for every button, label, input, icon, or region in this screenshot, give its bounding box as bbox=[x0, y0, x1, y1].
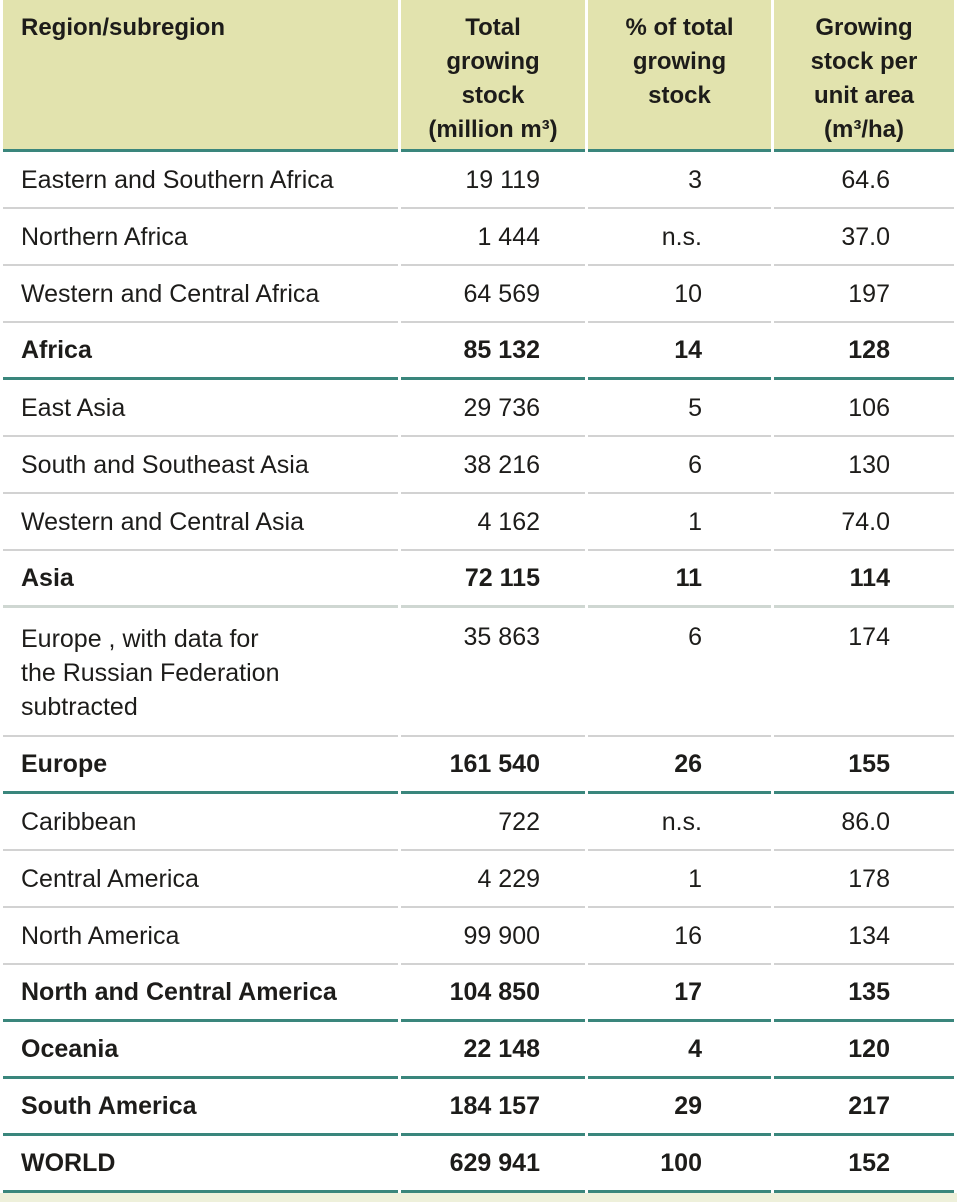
cell-region: South America bbox=[3, 1079, 398, 1136]
cell-region: Oceania bbox=[3, 1022, 398, 1079]
cell-region: Europe , with data for the Russian Feder… bbox=[3, 608, 398, 737]
cell-per-area: 128 bbox=[774, 323, 954, 380]
cell-pct: 1 bbox=[588, 851, 771, 908]
cell-pct: 14 bbox=[588, 323, 771, 380]
cell-per-area: 217 bbox=[774, 1079, 954, 1136]
cell-region: WORLD bbox=[3, 1136, 398, 1193]
cell-pct: 29 bbox=[588, 1079, 771, 1136]
cell-per-area: 135 bbox=[774, 965, 954, 1022]
cell-total: 64 569 bbox=[401, 266, 585, 323]
cell-total: 29 736 bbox=[401, 380, 585, 437]
table-body: Eastern and Southern Africa 19 119 3 64.6 No… bbox=[3, 152, 954, 1193]
cell-per-area: 197 bbox=[774, 266, 954, 323]
cell-region: Asia bbox=[3, 551, 398, 608]
cell-total: 161 540 bbox=[401, 737, 585, 794]
cell-region: East Asia bbox=[3, 380, 398, 437]
cell-pct: 16 bbox=[588, 908, 771, 965]
table-row: Central America 4 229 1 178 bbox=[3, 851, 954, 908]
table-row: Europe , with data for the Russian Feder… bbox=[3, 608, 954, 737]
header-row: Region/subregion Total growing stock (mi… bbox=[3, 0, 954, 152]
cell-region: Eastern and Southern Africa bbox=[3, 152, 398, 209]
column-header-total-growing-stock: Total growing stock (million m³) bbox=[401, 0, 585, 152]
table-row: Western and Central Asia 4 162 1 74.0 bbox=[3, 494, 954, 551]
table-row: Asia 72 115 11 114 bbox=[3, 551, 954, 608]
table-row: North and Central America 104 850 17 135 bbox=[3, 965, 954, 1022]
cell-total: 104 850 bbox=[401, 965, 585, 1022]
cell-per-area: 130 bbox=[774, 437, 954, 494]
table-row: Africa 85 132 14 128 bbox=[3, 323, 954, 380]
cell-per-area: 120 bbox=[774, 1022, 954, 1079]
table-row: Western and Central Africa 64 569 10 197 bbox=[3, 266, 954, 323]
column-header-growing-stock-per-unit-area: Growing stock per unit area (m³/ha) bbox=[774, 0, 954, 152]
cell-total: 72 115 bbox=[401, 551, 585, 608]
cell-total: 35 863 bbox=[401, 608, 585, 737]
cell-total: 22 148 bbox=[401, 1022, 585, 1079]
cell-pct: 6 bbox=[588, 608, 771, 737]
cell-total: 99 900 bbox=[401, 908, 585, 965]
cell-region: Caribbean bbox=[3, 794, 398, 851]
cell-pct: 5 bbox=[588, 380, 771, 437]
cell-per-area: 74.0 bbox=[774, 494, 954, 551]
cell-pct: 6 bbox=[588, 437, 771, 494]
cell-pct: 100 bbox=[588, 1136, 771, 1193]
cell-per-area: 64.6 bbox=[774, 152, 954, 209]
table-row: Oceania 22 148 4 120 bbox=[3, 1022, 954, 1079]
cell-per-area: 37.0 bbox=[774, 209, 954, 266]
cell-pct: n.s. bbox=[588, 794, 771, 851]
cell-total: 85 132 bbox=[401, 323, 585, 380]
cell-pct: 26 bbox=[588, 737, 771, 794]
cell-region: Western and Central Africa bbox=[3, 266, 398, 323]
cell-pct: 3 bbox=[588, 152, 771, 209]
cell-total: 722 bbox=[401, 794, 585, 851]
cell-region: North America bbox=[3, 908, 398, 965]
table-row: Caribbean 722 n.s. 86.0 bbox=[3, 794, 954, 851]
cell-pct: 11 bbox=[588, 551, 771, 608]
cell-per-area: 155 bbox=[774, 737, 954, 794]
cell-pct: 17 bbox=[588, 965, 771, 1022]
cell-pct: 4 bbox=[588, 1022, 771, 1079]
cell-per-area: 86.0 bbox=[774, 794, 954, 851]
cell-region: Western and Central Asia bbox=[3, 494, 398, 551]
cell-per-area: 178 bbox=[774, 851, 954, 908]
cell-total: 4 162 bbox=[401, 494, 585, 551]
cell-per-area: 152 bbox=[774, 1136, 954, 1193]
column-header-percent-of-total: % of total growing stock bbox=[588, 0, 771, 152]
cell-total: 184 157 bbox=[401, 1079, 585, 1136]
cell-region: Africa bbox=[3, 323, 398, 380]
cell-per-area: 114 bbox=[774, 551, 954, 608]
cell-region: Northern Africa bbox=[3, 209, 398, 266]
cell-pct: 1 bbox=[588, 494, 771, 551]
cell-region: North and Central America bbox=[3, 965, 398, 1022]
cell-region: Europe bbox=[3, 737, 398, 794]
cell-per-area: 174 bbox=[774, 608, 954, 737]
cell-region: Central America bbox=[3, 851, 398, 908]
cell-pct: n.s. bbox=[588, 209, 771, 266]
table-row: Northern Africa 1 444 n.s. 37.0 bbox=[3, 209, 954, 266]
cell-per-area: 134 bbox=[774, 908, 954, 965]
cell-total: 4 229 bbox=[401, 851, 585, 908]
cell-total: 38 216 bbox=[401, 437, 585, 494]
table-row: South and Southeast Asia 38 216 6 130 bbox=[3, 437, 954, 494]
cell-total: 19 119 bbox=[401, 152, 585, 209]
cell-total: 1 444 bbox=[401, 209, 585, 266]
table-row: WORLD 629 941 100 152 bbox=[3, 1136, 954, 1193]
cell-pct: 10 bbox=[588, 266, 771, 323]
table-row: Eastern and Southern Africa 19 119 3 64.6 bbox=[3, 152, 954, 209]
cell-per-area: 106 bbox=[774, 380, 954, 437]
cell-region: South and Southeast Asia bbox=[3, 437, 398, 494]
table-row: Europe 161 540 26 155 bbox=[3, 737, 954, 794]
column-header-region-subregion: Region/subregion bbox=[3, 0, 398, 152]
table-row: North America 99 900 16 134 bbox=[3, 908, 954, 965]
table-row: East Asia 29 736 5 106 bbox=[3, 380, 954, 437]
table-row: South America 184 157 29 217 bbox=[3, 1079, 954, 1136]
cell-total: 629 941 bbox=[401, 1136, 585, 1193]
